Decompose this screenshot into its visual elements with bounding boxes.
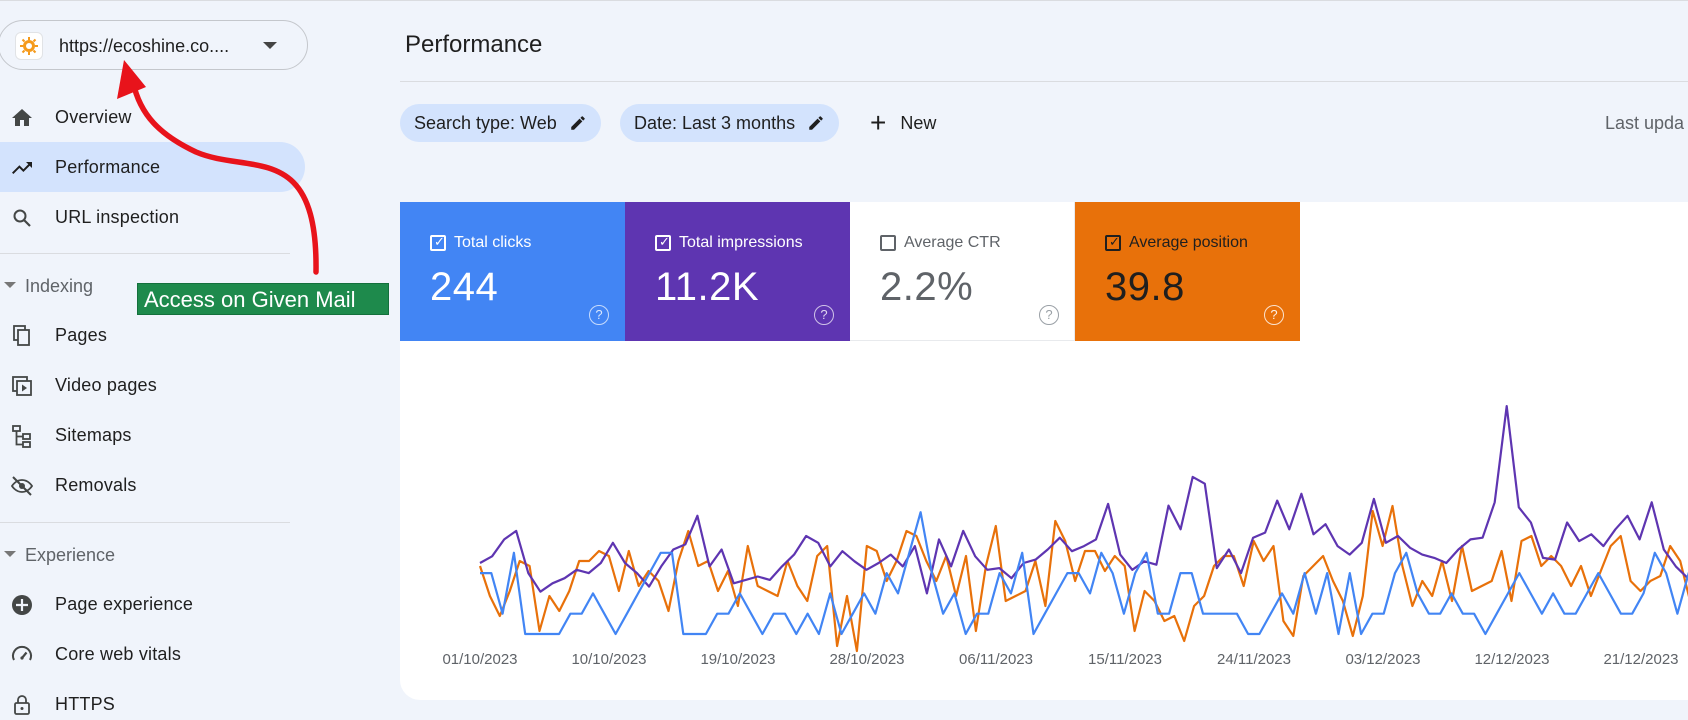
page-experience-icon <box>12 595 32 615</box>
metric-label: Average position <box>1129 234 1248 251</box>
checkbox[interactable]: ✓ <box>430 234 446 251</box>
property-url: https://ecoshine.co.... <box>59 36 230 56</box>
metric-card-total-clicks[interactable]: ✓ Total clicks 244 ? <box>400 202 625 341</box>
x-tick-label: 28/10/2023 <box>829 651 904 668</box>
checkmark-icon: ✓ <box>659 234 670 249</box>
metric-value: 39.8 <box>1105 265 1185 309</box>
checkbox[interactable]: ✓ <box>1105 234 1121 251</box>
sidebar-item-label: Page experience <box>55 594 194 614</box>
new-button-label: New <box>900 112 937 133</box>
help-icon[interactable]: ? <box>1264 305 1284 325</box>
speedometer-icon <box>12 645 32 661</box>
edit-pencil-icon <box>571 116 585 130</box>
metric-card-average-ctr[interactable]: Average CTR 2.2% ? <box>850 202 1075 341</box>
sidebar-item-label: Core web vitals <box>55 644 182 664</box>
checkbox[interactable] <box>880 235 896 251</box>
x-tick-label: 03/12/2023 <box>1345 651 1420 668</box>
help-icon[interactable]: ? <box>589 305 609 325</box>
edit-pencil-icon <box>809 116 823 130</box>
top-border <box>0 0 1688 1</box>
x-tick-label: 10/10/2023 <box>571 651 646 668</box>
metric-label: Average CTR <box>904 234 1001 251</box>
site-favicon-icon <box>15 32 43 60</box>
metric-label: Total impressions <box>679 234 803 251</box>
sidebar-item-video-pages[interactable]: Video pages <box>0 360 305 410</box>
x-tick-label: 01/10/2023 <box>442 651 517 668</box>
sidebar-item-url-inspection[interactable]: URL inspection <box>0 192 305 242</box>
lock-icon <box>14 695 30 715</box>
property-selector[interactable]: https://ecoshine.co.... <box>0 20 308 70</box>
annotation-label: Access on Given Mail <box>137 283 389 315</box>
sidebar-item-label: Overview <box>55 107 132 127</box>
performance-line-chart: 01/10/2023 10/10/2023 19/10/2023 28/10/2023… <box>442 405 1688 668</box>
sidebar-item-https[interactable]: HTTPS <box>0 679 305 720</box>
x-tick-label: 06/11/2023 <box>959 651 1033 668</box>
sidebar-item-label: Video pages <box>55 375 157 395</box>
metric-card-average-position[interactable]: ✓ Average position 39.8 ? <box>1075 202 1300 341</box>
metric-value: 11.2K <box>655 265 760 309</box>
help-icon[interactable]: ? <box>814 305 834 325</box>
sidebar-divider <box>0 253 290 254</box>
series-line-total-impressions <box>479 405 1688 595</box>
sitemap-icon <box>12 425 31 448</box>
metric-card-total-impressions[interactable]: ✓ Total impressions 11.2K ? <box>625 202 850 341</box>
x-tick-label: 24/11/2023 <box>1217 651 1291 668</box>
search-icon <box>13 209 31 227</box>
pages-icon <box>13 325 30 346</box>
sidebar-item-page-experience[interactable]: Page experience <box>0 579 305 629</box>
trending-up-icon <box>12 162 32 174</box>
checkbox[interactable]: ✓ <box>655 234 671 251</box>
help-icon[interactable]: ? <box>1039 305 1059 325</box>
page-title: Performance <box>405 31 543 58</box>
sidebar-item-pages[interactable]: Pages <box>0 310 305 360</box>
metric-value: 2.2% <box>880 265 974 309</box>
metric-label: Total clicks <box>454 234 532 251</box>
sidebar-item-label: Performance <box>55 157 161 177</box>
sidebar-item-label: Removals <box>55 475 137 495</box>
new-filter-button[interactable]: + New <box>870 104 936 142</box>
sidebar-divider <box>0 522 290 523</box>
section-header-label: Experience <box>25 545 116 565</box>
x-tick-label: 12/12/2023 <box>1474 651 1549 668</box>
sidebar-item-label: Sitemaps <box>55 425 132 445</box>
collapse-triangle-icon <box>4 282 16 288</box>
sidebar: https://ecoshine.co.... Overview Perform… <box>0 0 308 720</box>
collapse-triangle-icon <box>4 551 16 557</box>
series-line-total-clicks <box>480 511 1688 636</box>
metric-value: 244 <box>430 265 499 309</box>
date-filter-chip[interactable]: Date: Last 3 months <box>620 104 840 142</box>
series-line-average-position <box>478 504 1688 653</box>
section-header-label: Indexing <box>25 276 94 296</box>
sidebar-item-label: Pages <box>55 325 108 345</box>
sidebar-item-performance[interactable]: Performance <box>0 142 305 192</box>
sidebar-item-removals[interactable]: Removals <box>0 460 305 510</box>
x-tick-label: 15/11/2023 <box>1088 651 1162 668</box>
plus-icon: + <box>870 107 887 138</box>
home-icon <box>12 109 32 126</box>
checkmark-icon: ✓ <box>434 234 445 249</box>
sidebar-item-overview[interactable]: Overview <box>0 92 305 142</box>
visibility-off-icon <box>10 476 34 496</box>
sidebar-item-label: URL inspection <box>55 207 180 227</box>
video-pages-icon <box>12 376 32 396</box>
x-tick-label: 19/10/2023 <box>700 651 775 668</box>
header-divider <box>400 81 1688 82</box>
x-tick-label: 21/12/2023 <box>1603 651 1678 668</box>
sidebar-item-label: HTTPS <box>55 694 116 714</box>
dropdown-caret-icon[interactable] <box>263 42 277 49</box>
chip-label: Search type: Web <box>414 112 557 133</box>
search-type-filter-chip[interactable]: Search type: Web <box>400 104 601 142</box>
checkmark-icon: ✓ <box>1109 234 1120 249</box>
sidebar-item-sitemaps[interactable]: Sitemaps <box>0 410 305 460</box>
last-updated-text: Last upda <box>1605 113 1685 133</box>
sidebar-item-core-web-vitals[interactable]: Core web vitals <box>0 629 305 679</box>
chip-label: Date: Last 3 months <box>634 112 796 133</box>
